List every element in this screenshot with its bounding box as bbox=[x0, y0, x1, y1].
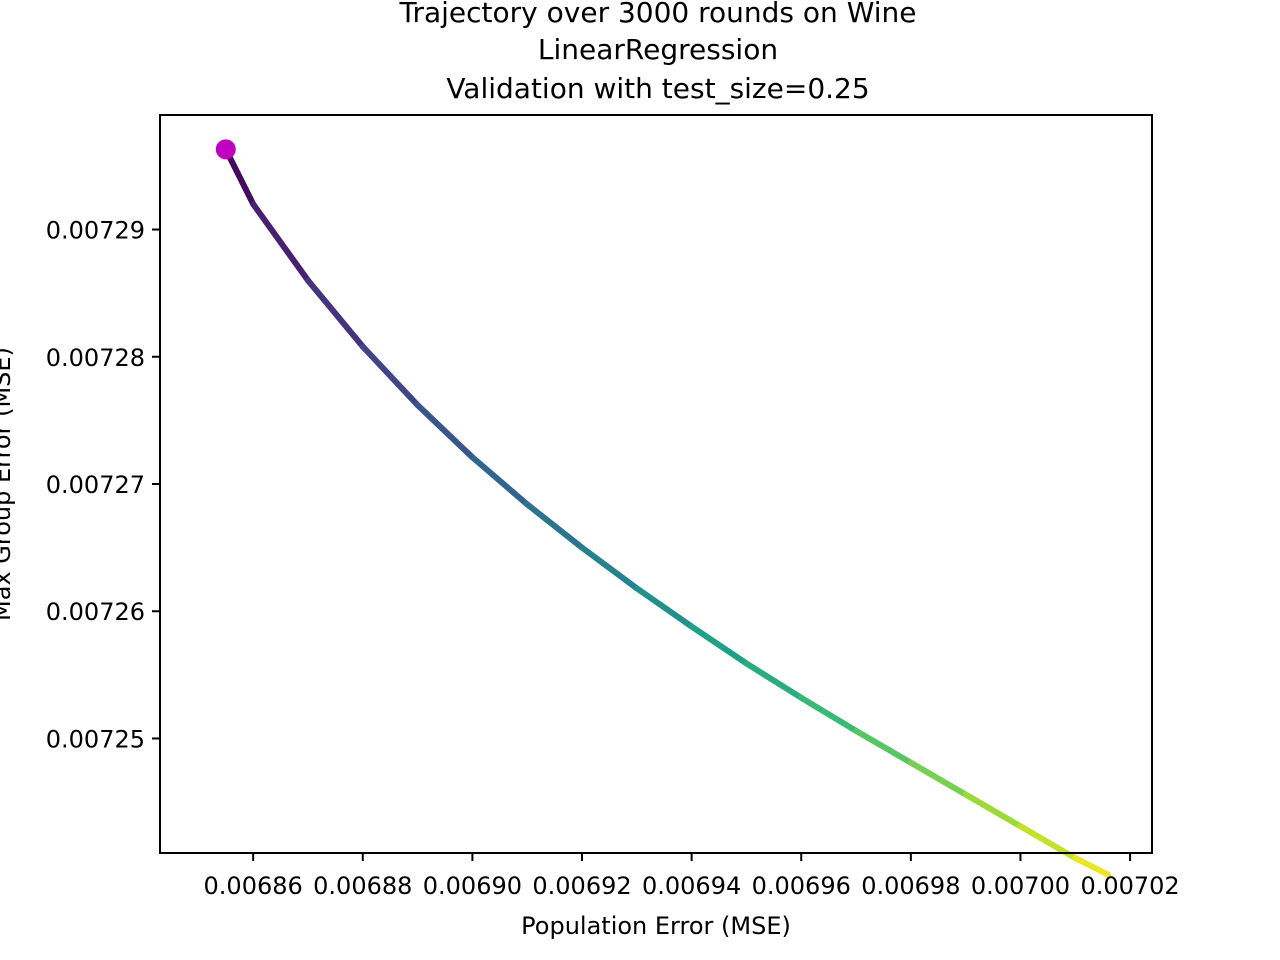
trajectory-segment bbox=[743, 660, 805, 701]
trajectory-segment bbox=[962, 791, 1024, 830]
trajectory-segment bbox=[359, 343, 421, 409]
trajectory-segment bbox=[414, 402, 476, 461]
trajectory-segment bbox=[304, 277, 366, 350]
trajectory-segment bbox=[688, 623, 750, 667]
x-tick-label: 0.00698 bbox=[861, 872, 960, 900]
trajectory-segment bbox=[469, 454, 531, 508]
x-tick-label: 0.00690 bbox=[423, 872, 522, 900]
trajectory-segment bbox=[222, 146, 257, 208]
plot-frame bbox=[159, 114, 1153, 854]
y-axis-label: Max Group Error (MSE) bbox=[0, 347, 16, 621]
trajectory-segment bbox=[907, 759, 969, 798]
x-tick-label: 0.00694 bbox=[642, 872, 741, 900]
y-tick-label: 0.00725 bbox=[46, 725, 145, 753]
y-tick-label: 0.00729 bbox=[46, 217, 145, 245]
start-point-marker bbox=[215, 139, 236, 160]
chart-title-line-2: LinearRegression bbox=[538, 33, 778, 66]
trajectory-segment bbox=[524, 501, 586, 551]
trajectory-segment bbox=[798, 694, 860, 734]
trajectory-segment bbox=[579, 544, 640, 592]
x-tick-label: 0.00692 bbox=[532, 872, 631, 900]
trajectory-segment bbox=[633, 585, 695, 630]
x-tick-label: 0.00700 bbox=[971, 872, 1070, 900]
x-axis-label: Population Error (MSE) bbox=[521, 912, 791, 940]
x-tick-label: 0.00686 bbox=[204, 872, 303, 900]
trajectory-segment bbox=[1072, 855, 1112, 878]
y-tick-label: 0.00728 bbox=[46, 344, 145, 372]
y-tick-label: 0.00727 bbox=[46, 471, 145, 499]
y-axis-ticks: 0.00725 0.00726 0.00727 0.00728 0.00729 bbox=[46, 217, 160, 753]
chart-title-line-1: Trajectory over 3000 rounds on Wine bbox=[398, 0, 916, 29]
chart-title-line-3: Validation with test_size=0.25 bbox=[446, 72, 869, 105]
chart-title: Trajectory over 3000 rounds on Wine Line… bbox=[398, 0, 916, 105]
x-axis-ticks: 0.00686 0.00688 0.00690 0.00692 0.00694 0.006… bbox=[204, 853, 1180, 900]
plot-marks bbox=[215, 139, 1112, 878]
trajectory-segment bbox=[853, 727, 914, 766]
x-tick-label: 0.00702 bbox=[1080, 872, 1179, 900]
x-tick-label: 0.00688 bbox=[313, 872, 412, 900]
trajectory-segment bbox=[250, 201, 311, 284]
x-tick-label: 0.00696 bbox=[752, 872, 851, 900]
y-tick-label: 0.00726 bbox=[46, 598, 145, 626]
